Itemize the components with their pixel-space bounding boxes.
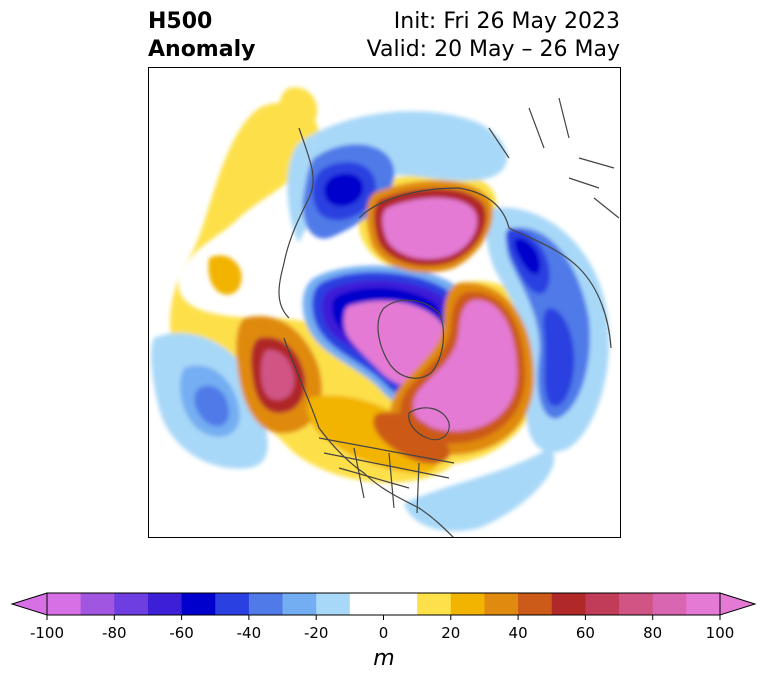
colorbar-segment [181, 593, 216, 615]
colorbar-segment [484, 593, 519, 615]
colorbar-tick-label: 100 [706, 624, 735, 642]
anomaly-map-svg [151, 87, 620, 537]
positive-anomaly-region [208, 255, 242, 295]
colorbar-segment [316, 593, 351, 615]
colorbar-extend-max [719, 592, 757, 616]
north-america-coastline [283, 337, 454, 537]
colorbar-segment [282, 593, 317, 615]
negative-anomaly-core [324, 173, 364, 207]
colorbar-segment [551, 593, 586, 615]
negative-anomaly-core [514, 238, 541, 275]
field-subtitle: Anomaly [148, 37, 256, 62]
colorbar-tick-label: -60 [169, 624, 194, 642]
colorbar: -100 -80 -60 -40 -20 0 20 40 60 80 100 [10, 592, 757, 642]
init-date: Init: Fri 26 May 2023 [393, 9, 620, 34]
valid-range: Valid: 20 May – 26 May [366, 37, 620, 62]
colorbar-tick-label: -80 [102, 624, 127, 642]
colorbar-segment [80, 593, 115, 615]
colorbar-tick-label: -40 [237, 624, 262, 642]
colorbar-segment [417, 593, 452, 615]
colorbar-unit-label: m [373, 646, 395, 671]
chart-title: H500 Anomaly [148, 8, 255, 64]
colorbar-tick-label: 0 [379, 624, 389, 642]
colorbar-segment [248, 593, 284, 615]
colorbar-tick-label: 20 [441, 624, 460, 642]
coastlines [278, 97, 620, 537]
colorbar-segment [114, 593, 149, 615]
field-name: H500 [148, 9, 213, 34]
anomaly-map [148, 67, 621, 538]
colorbar-extend-min [10, 592, 48, 616]
colorbar-segment [619, 593, 654, 615]
colorbar-segment [585, 593, 620, 615]
colorbar-tick-label: 40 [509, 624, 528, 642]
colorbar-segment [147, 593, 183, 615]
eurasia-coastline [358, 187, 612, 349]
usa-borders [318, 437, 455, 514]
colorbar-tick-label: 80 [643, 624, 662, 642]
positive-anomaly-region [276, 87, 318, 134]
greenland-coastline [377, 299, 444, 379]
europe-borders [488, 97, 620, 219]
colorbar-segment [652, 593, 687, 615]
colorbar-tick-label: -100 [30, 624, 64, 642]
negative-anomaly-region [194, 385, 229, 427]
colorbar-segment [349, 593, 418, 615]
hudson-bay-coastline [408, 407, 450, 441]
colorbar-segment [215, 593, 250, 615]
colorbar-ticks: -100 -80 -60 -40 -20 0 20 40 60 80 100 [30, 615, 734, 642]
colorbar-segment [450, 593, 485, 615]
colorbar-segments [10, 592, 757, 616]
negative-anomaly-region [287, 111, 508, 243]
negative-anomaly-region [404, 448, 555, 532]
colorbar-tick-label: -20 [304, 624, 329, 642]
positive-anomaly-region [373, 412, 450, 464]
positive-anomaly-core [382, 197, 478, 260]
colorbar-tick-label: 60 [576, 624, 595, 642]
positive-anomaly-core [413, 299, 517, 432]
negative-anomaly-core [543, 308, 575, 407]
colorbar-segment [518, 593, 553, 615]
positive-anomaly-core [261, 349, 295, 400]
asia-coastline [278, 127, 314, 319]
chart-dates: Init: Fri 26 May 2023 Valid: 20 May – 26… [367, 8, 620, 64]
colorbar-segment [47, 593, 82, 615]
colorbar-segment [686, 593, 721, 615]
